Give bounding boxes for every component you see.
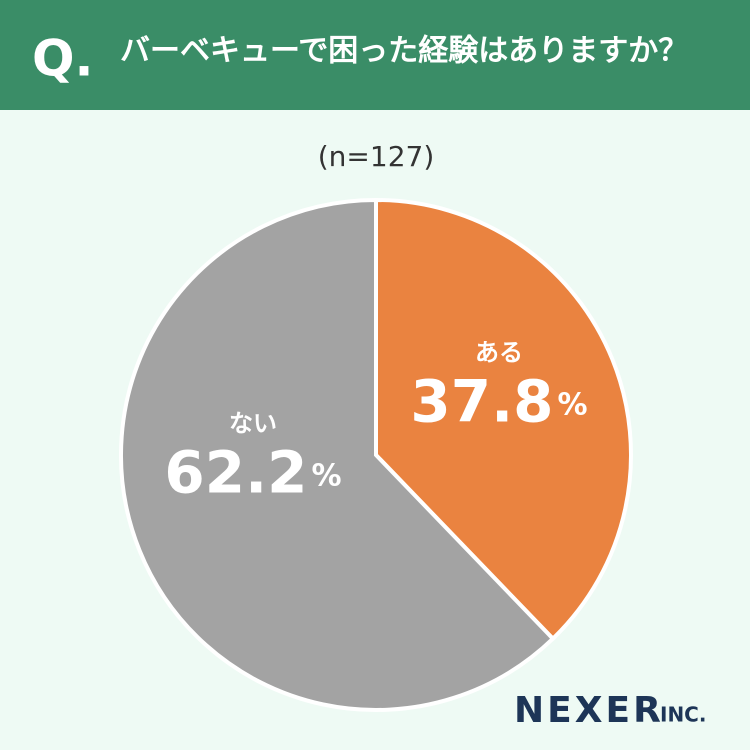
brand-name: NEXER — [514, 690, 664, 731]
slice-category-label: ある — [475, 338, 523, 366]
brand-suffix: INC. — [660, 703, 706, 727]
slice-value-label: 62.2% — [164, 439, 341, 507]
slice-value-label: 37.8% — [410, 368, 587, 436]
chart-title: バーベキューで困った経験はありますか？ — [120, 34, 688, 69]
chart-subtitle: (n=127) — [318, 140, 435, 173]
slice-category-label: ない — [229, 410, 277, 438]
pie-slice — [119, 197, 556, 712]
header-bar — [0, 0, 750, 110]
question-marker: Q. — [32, 30, 94, 88]
pie-slice — [374, 197, 633, 642]
